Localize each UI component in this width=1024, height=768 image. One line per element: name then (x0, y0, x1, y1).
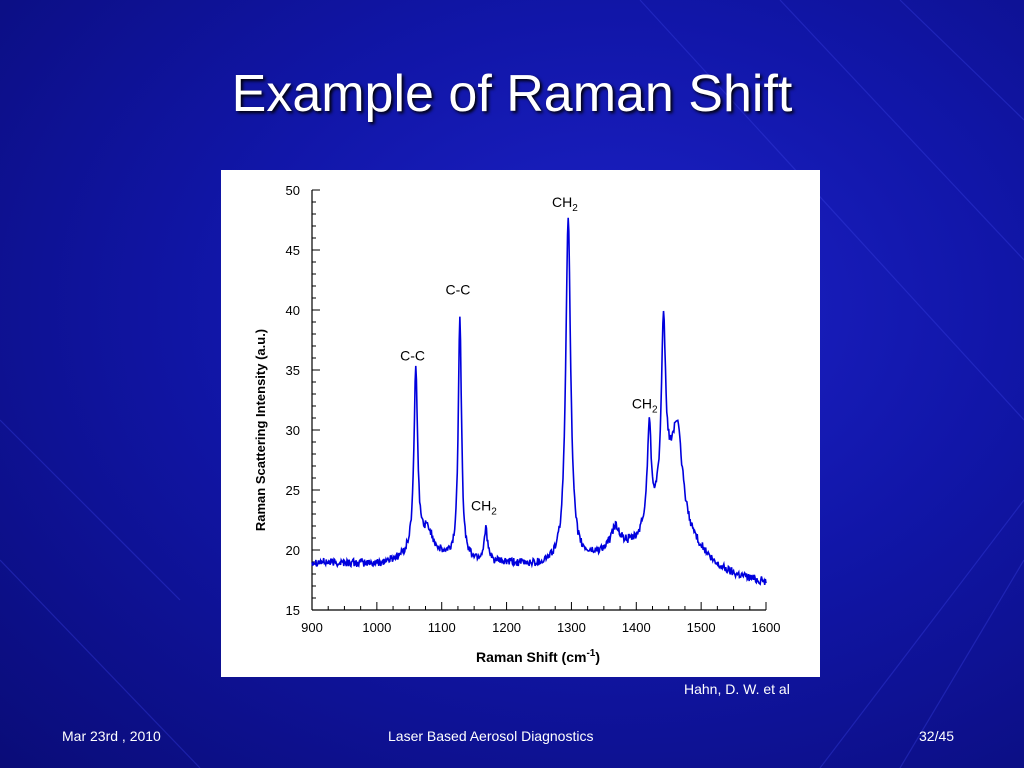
peak-label: C-C (400, 347, 425, 363)
x-tick-label: 1300 (557, 620, 586, 635)
source-credit: Hahn, D. W. et al (684, 681, 790, 697)
x-axis-label: Raman Shift (cm-1) (476, 648, 600, 665)
peak-label: C-C (445, 281, 470, 297)
y-tick-label: 15 (286, 603, 300, 618)
raman-chart-svg: 900 1000 1100 1200 1300 1400 1500 1600 15 20 25 30 3… (253, 183, 781, 665)
footer-title: Laser Based Aerosol Diagnostics (388, 728, 594, 744)
y-tick-label: 30 (286, 423, 300, 438)
x-tick-label: 900 (301, 620, 323, 635)
y-tick-label: 45 (286, 243, 300, 258)
x-tick-label: 1200 (492, 620, 521, 635)
slide-title: Example of Raman Shift (231, 65, 793, 123)
y-tick-label: 25 (286, 483, 300, 498)
y-tick-label: 40 (286, 303, 300, 318)
footer-page-number: 32/45 (919, 728, 955, 744)
chart-ticks: 900 1000 1100 1200 1300 1400 1500 1600 15 20 25 30 3… (286, 183, 781, 635)
y-axis-label: Raman Scattering Intensity (a.u.) (253, 329, 268, 531)
spectrum-line (311, 217, 767, 586)
x-tick-label: 1400 (622, 620, 651, 635)
x-tick-label: 1500 (687, 620, 716, 635)
x-tick-label: 1100 (428, 620, 456, 635)
y-tick-label: 20 (286, 543, 300, 558)
peak-label: CH2 (471, 497, 497, 517)
y-tick-label: 35 (286, 363, 300, 378)
raman-chart: 900 1000 1100 1200 1300 1400 1500 1600 15 20 25 30 3… (221, 170, 820, 677)
peak-label: CH2 (632, 395, 658, 415)
peak-label: CH2 (552, 194, 578, 214)
x-tick-label: 1000 (362, 620, 391, 635)
footer-date: Mar 23rd , 2010 (62, 728, 161, 744)
y-tick-label: 50 (286, 183, 300, 198)
peak-annotations: C-C C-C CH2 CH2 CH2 (400, 194, 658, 518)
x-tick-label: 1600 (752, 620, 781, 635)
chart-axes (311, 190, 766, 611)
